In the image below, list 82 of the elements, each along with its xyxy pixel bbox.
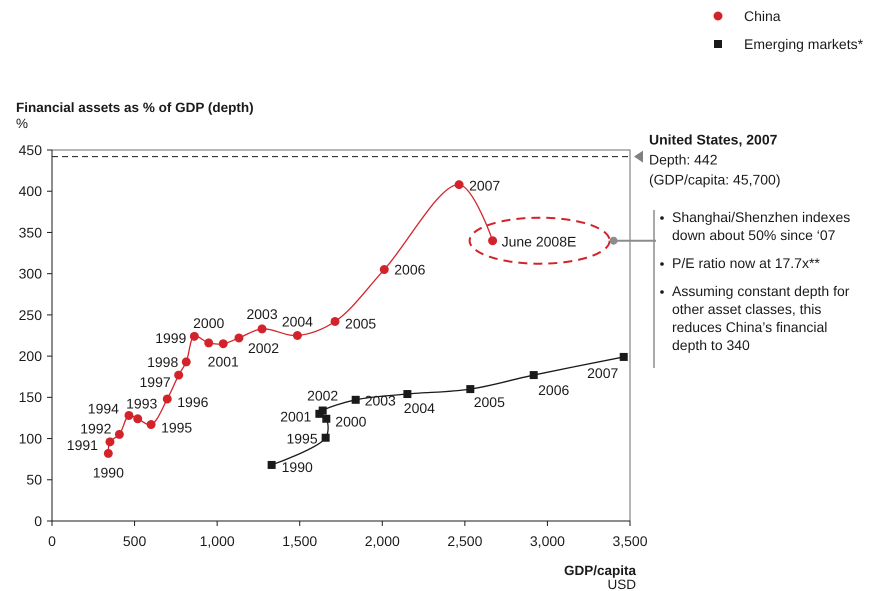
point (530, 371, 538, 380)
y-tick-label: 100 (18, 430, 42, 446)
x-tick-label: 500 (122, 533, 146, 549)
y-tick-label: 50 (26, 472, 42, 488)
y-axis-title: Financial assets as % of GDP (depth) % (16, 100, 254, 131)
annotation: 1990 (92, 464, 124, 480)
annotation: 2000 (193, 314, 224, 331)
x-axis-title: GDP/capita USD (564, 563, 636, 591)
x-tick-label: 2,500 (447, 533, 483, 549)
annotation: 1993 (126, 396, 158, 412)
annotation: 2001 (280, 408, 312, 425)
point (124, 410, 134, 420)
point (104, 448, 113, 458)
point (258, 324, 267, 334)
ref-line-label: United States, 2007 Depth: 442 (GDP/capita: 45,700) (649, 131, 781, 188)
y-tick-label: 150 (18, 389, 42, 406)
annotation: 2000 (335, 414, 367, 430)
annotation: 1997 (140, 374, 171, 390)
annotation: 2004 (404, 400, 436, 416)
x-tick-label: 3,500 (612, 533, 648, 549)
point (162, 394, 172, 404)
point (322, 414, 330, 423)
annotation: 1996 (177, 394, 209, 410)
point (330, 316, 340, 326)
annotation: 2007 (469, 178, 500, 194)
annotation: 2006 (394, 261, 426, 278)
annotation: 2002 (307, 387, 338, 404)
legend-label: Emerging markets* (744, 36, 864, 52)
point (114, 430, 124, 439)
legend-label: China (744, 8, 781, 24)
x-tick-label: 2,000 (364, 533, 400, 549)
point (133, 414, 142, 424)
annotation: 1995 (286, 430, 318, 447)
point (146, 420, 156, 430)
annotation: 1995 (161, 419, 192, 436)
annotation: 2006 (538, 382, 570, 398)
point (174, 370, 184, 380)
annotation: 2003 (246, 306, 278, 322)
annotation: June 2008E (502, 234, 576, 250)
annotation: 2004 (282, 313, 314, 330)
y-tick-label: 200 (18, 348, 42, 364)
y-tick-label: 300 (18, 266, 42, 282)
annotation: 2002 (248, 340, 280, 356)
point (105, 437, 114, 446)
y-tick-label: 450 (18, 142, 42, 158)
point (182, 357, 191, 366)
y-tick-label: 350 (18, 224, 42, 240)
point (488, 236, 498, 246)
y-tick-label: 0 (34, 512, 42, 529)
point (380, 265, 389, 274)
annotation: 1999 (155, 330, 187, 346)
point (204, 338, 214, 348)
x-tick-label: 0 (48, 533, 56, 549)
point (234, 333, 244, 342)
point (268, 460, 276, 469)
point (454, 180, 464, 190)
annotation: 2001 (208, 354, 240, 370)
text: P/E ratio now at 17.7x** (672, 255, 820, 271)
text: Shanghai/Shenzhen indexes down about 50% since ‘07 (672, 209, 850, 243)
point (190, 332, 199, 341)
point (466, 385, 474, 394)
annotation: 1991 (66, 436, 98, 453)
point (620, 352, 628, 361)
y-tick-label: 250 (18, 306, 42, 323)
annotation: 2007 (587, 364, 619, 381)
annotation: 2005 (474, 394, 506, 410)
annotation: 1990 (282, 458, 313, 475)
x-tick-label: 3,000 (530, 533, 566, 549)
point (403, 390, 412, 398)
annotation: 1994 (88, 400, 120, 416)
annotation: 1998 (147, 354, 178, 370)
y-tick-label: 400 (18, 183, 42, 200)
annotation: 1992 (80, 420, 112, 436)
text: Assuming constant depth for other asset classes, this reduces China’s financial depth to 340 (672, 283, 850, 353)
x-tick-label: 1,500 (282, 533, 318, 549)
point (318, 406, 327, 415)
point (292, 331, 302, 340)
x-tick-label: 1,000 (200, 533, 235, 549)
annotation: 2005 (345, 315, 376, 332)
point (218, 339, 228, 348)
point (352, 396, 360, 404)
point (322, 434, 330, 442)
